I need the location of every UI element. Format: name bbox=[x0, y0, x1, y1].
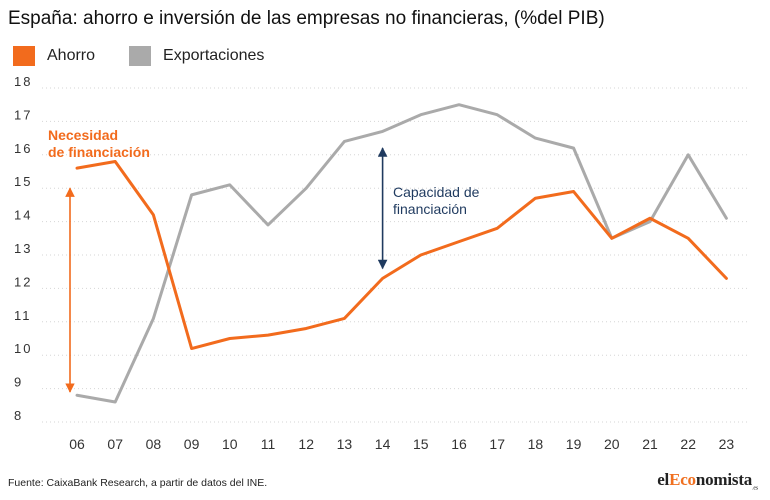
x-tick-label: 11 bbox=[261, 436, 276, 452]
y-tick-label: 15 bbox=[14, 174, 32, 189]
series-line-ahorro bbox=[75, 159, 728, 351]
y-tick-label: 18 bbox=[14, 74, 32, 89]
legend-swatch-ahorro bbox=[13, 46, 35, 66]
y-tick-label: 9 bbox=[14, 375, 23, 390]
x-tick-label: 06 bbox=[69, 436, 85, 452]
annotation-label-necesidad: de financiación bbox=[48, 144, 150, 160]
x-tick-label: 14 bbox=[375, 436, 391, 452]
x-tick-label: 17 bbox=[489, 436, 505, 452]
y-tick-label: 14 bbox=[14, 208, 32, 223]
brand-tld: .es bbox=[752, 485, 758, 492]
x-tick-label: 13 bbox=[337, 436, 353, 452]
legend-swatch-exportaciones bbox=[129, 46, 152, 66]
x-tick-label: 23 bbox=[719, 436, 735, 452]
y-tick-label: 8 bbox=[14, 408, 23, 423]
y-tick-label: 11 bbox=[14, 308, 32, 323]
x-tick-label: 08 bbox=[146, 436, 162, 452]
annotation-label-capacidad: Capacidad de bbox=[393, 184, 480, 200]
y-tick-label: 10 bbox=[14, 341, 32, 356]
x-tick-label: 07 bbox=[107, 436, 123, 452]
series-line-exportaciones bbox=[75, 103, 728, 404]
y-tick-label: 16 bbox=[14, 141, 32, 156]
legend-item-exportaciones: Exportaciones bbox=[129, 46, 264, 66]
source-note: Fuente: CaixaBank Research, a partir de … bbox=[8, 477, 268, 489]
y-tick-label: 17 bbox=[14, 107, 32, 122]
x-tick-label: 12 bbox=[298, 436, 314, 452]
x-tick-label: 21 bbox=[642, 436, 658, 452]
annotation-label-necesidad: Necesidad bbox=[48, 127, 118, 143]
x-tick-label: 09 bbox=[184, 436, 200, 452]
brand-accent: Eco bbox=[669, 470, 696, 489]
brand-suffix: nomista bbox=[695, 470, 753, 489]
chart-legend: Ahorro Exportaciones bbox=[13, 45, 298, 67]
y-tick-label: 12 bbox=[14, 274, 32, 289]
y-tick-label: 13 bbox=[14, 241, 32, 256]
x-tick-label: 16 bbox=[451, 436, 467, 452]
x-tick-label: 19 bbox=[566, 436, 582, 452]
x-tick-label: 10 bbox=[222, 436, 238, 452]
x-tick-label: 20 bbox=[604, 436, 620, 452]
x-tick-label: 15 bbox=[413, 436, 429, 452]
x-tick-label: 22 bbox=[680, 436, 696, 452]
brand-prefix: el bbox=[657, 470, 670, 489]
brand-logo: elEconomista.es bbox=[657, 470, 758, 491]
annotation-label-capacidad: financiación bbox=[393, 201, 467, 217]
legend-label-exportaciones: Exportaciones bbox=[163, 47, 265, 64]
legend-item-ahorro: Ahorro bbox=[13, 46, 95, 66]
chart-title: España: ahorro e inversión de las empres… bbox=[8, 8, 605, 29]
legend-label-ahorro: Ahorro bbox=[47, 47, 96, 64]
x-tick-label: 18 bbox=[528, 436, 544, 452]
